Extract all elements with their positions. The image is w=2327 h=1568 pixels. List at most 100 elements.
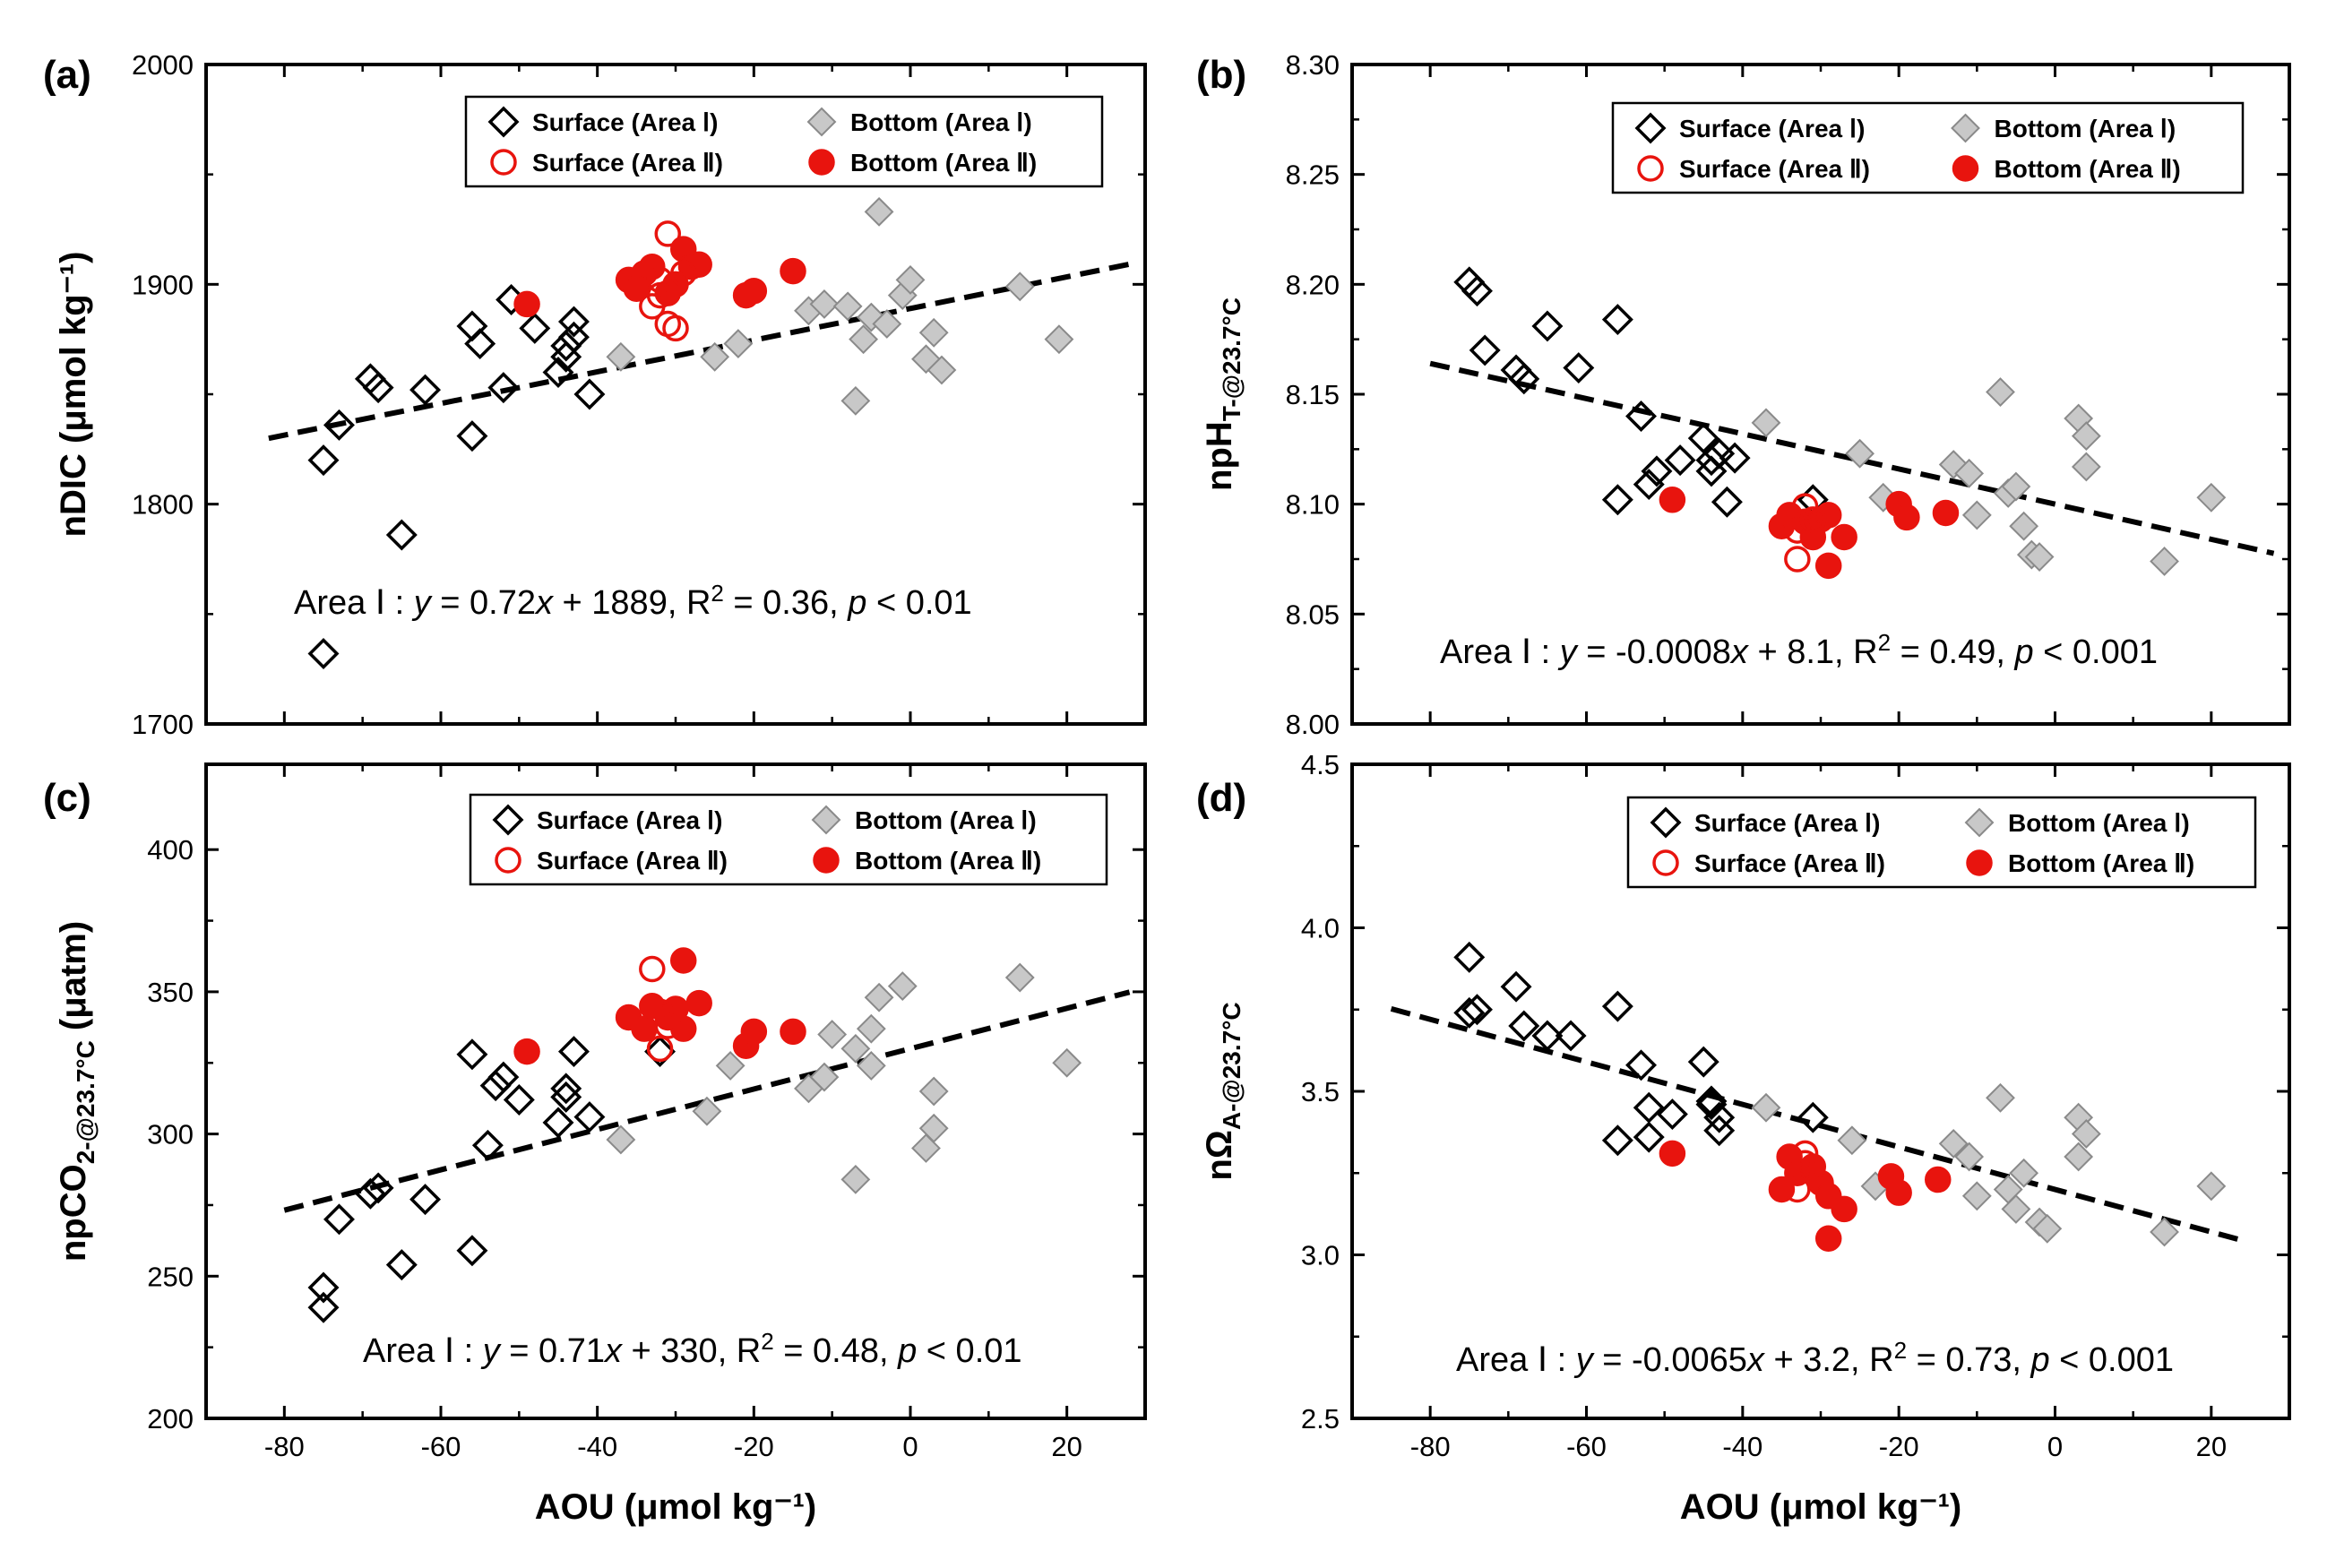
data-point <box>646 1035 674 1063</box>
x-axis-title: AOU (μmol kg⁻¹) <box>535 1487 816 1527</box>
data-point <box>646 266 674 294</box>
panel-label: (d) <box>1196 776 1246 820</box>
data-point <box>1932 499 1960 527</box>
data-point <box>1711 486 1743 518</box>
data-point <box>1814 1225 1842 1252</box>
data-point <box>2009 1158 2039 1188</box>
y-axis-title: nDIC (μmol kg⁻¹) <box>54 252 93 538</box>
legend-box <box>469 793 1108 886</box>
legend-label: Bottom (Area Ⅱ) <box>2008 849 2194 877</box>
data-point <box>1687 1046 1719 1078</box>
x-tick-label: -80 <box>264 1431 305 1462</box>
y-tick-label: 8.20 <box>1286 269 1340 300</box>
data-point <box>1601 304 1633 336</box>
legend-box <box>464 95 1104 188</box>
legend-marker <box>811 805 841 835</box>
data-point <box>1656 1098 1688 1131</box>
data-point <box>1791 1140 1819 1167</box>
data-point <box>685 989 712 1017</box>
data-point <box>1719 442 1751 474</box>
y-tick-label: 8.25 <box>1286 159 1340 191</box>
legend-label: Surface (Area Ⅱ) <box>532 149 723 177</box>
data-point <box>1695 1089 1728 1121</box>
data-point <box>1703 1115 1736 1147</box>
data-point <box>550 1081 582 1113</box>
legend-label: Bottom (Area Ⅱ) <box>855 847 1041 874</box>
y-tick-label: 300 <box>147 1119 194 1150</box>
data-point <box>2032 1213 2063 1244</box>
y-tick-label: 2000 <box>132 49 194 81</box>
x-tick-label: -20 <box>734 1431 774 1462</box>
data-point <box>1893 504 1920 531</box>
data-point <box>1845 438 1875 469</box>
data-point <box>362 372 394 404</box>
data-point <box>513 290 540 318</box>
y-tick-label: 8.10 <box>1286 489 1340 521</box>
data-point <box>840 1164 871 1194</box>
legend-marker <box>487 106 520 138</box>
data-point <box>817 1020 848 1049</box>
data-point <box>323 409 355 441</box>
data-point <box>1633 1121 1665 1153</box>
data-point <box>1751 1092 1781 1123</box>
fit-annotation: Area Ⅰ : y = -0.0008x + 8.1, R2 = 0.49, … <box>1440 629 2158 671</box>
y-tick-label: 1800 <box>132 489 194 521</box>
data-point <box>1687 422 1719 454</box>
x-axis-title: AOU (μmol kg⁻¹) <box>1680 1487 1961 1527</box>
data-point <box>1601 1124 1633 1157</box>
data-point <box>1885 1179 1912 1206</box>
data-point <box>1797 1101 1829 1133</box>
legend-marker <box>813 847 840 874</box>
data-point <box>2001 1193 2031 1224</box>
data-point <box>1508 1010 1540 1042</box>
data-point <box>685 251 712 279</box>
y-tick-label: 4.0 <box>1301 913 1340 944</box>
data-point <box>639 955 666 983</box>
legend-marker <box>808 149 835 176</box>
data-point <box>487 372 520 404</box>
x-tick-label: -20 <box>1879 1431 1919 1462</box>
data-point <box>654 220 682 247</box>
data-point <box>1814 502 1842 529</box>
y-tick-label: 1700 <box>132 709 194 740</box>
legend-marker <box>1964 807 1995 838</box>
y-tick-label: 200 <box>147 1403 194 1434</box>
legend-label: Bottom (Area Ⅱ) <box>1995 155 2181 183</box>
data-point <box>1784 517 1811 544</box>
data-point <box>2064 1142 2094 1172</box>
data-point <box>1986 377 2015 407</box>
fit-annotation: Area Ⅰ : y = 0.71x + 330, R2 = 0.48, p <… <box>363 1328 1022 1370</box>
x-tick-label: -60 <box>421 1431 461 1462</box>
data-point <box>1461 994 1493 1026</box>
data-point <box>918 1113 949 1143</box>
y-tick-label: 4.5 <box>1301 749 1340 780</box>
x-tick-label: -80 <box>1410 1431 1451 1462</box>
legend-marker <box>1650 806 1682 839</box>
legend-marker <box>490 149 517 176</box>
y-tick-label: 8.30 <box>1286 49 1340 81</box>
data-point <box>307 638 340 669</box>
chart-panel: 1700 1800 1900 2000 (a) nDIC (μmol kg⁻¹) Area … <box>43 49 1147 740</box>
fit-annotation: Area Ⅰ : y = 0.72x + 1889, R2 = 0.36, p … <box>294 580 972 622</box>
legend: Surface (Area Ⅰ) Bottom (Area Ⅰ) Surface (… <box>1626 796 2257 889</box>
data-point <box>2150 1217 2179 1247</box>
legend-box <box>1611 101 2245 194</box>
regression-line <box>283 989 1131 1213</box>
data-point <box>856 1013 886 1044</box>
data-point <box>1453 996 1486 1029</box>
data-point <box>864 982 894 1012</box>
panel-label: (c) <box>43 776 91 820</box>
data-point <box>1641 455 1673 487</box>
data-point <box>1837 1125 1867 1156</box>
data-point <box>1500 970 1532 1003</box>
data-point <box>1625 401 1657 433</box>
data-point <box>840 385 871 416</box>
legend: Surface (Area Ⅰ) Bottom (Area Ⅰ) Surface (… <box>464 95 1104 188</box>
data-point <box>2150 547 2179 576</box>
data-point <box>1469 334 1501 366</box>
data-point <box>573 378 606 410</box>
data-point <box>519 312 551 344</box>
data-point <box>780 1018 806 1046</box>
legend-marker <box>1966 849 1993 876</box>
data-point <box>1563 352 1595 384</box>
